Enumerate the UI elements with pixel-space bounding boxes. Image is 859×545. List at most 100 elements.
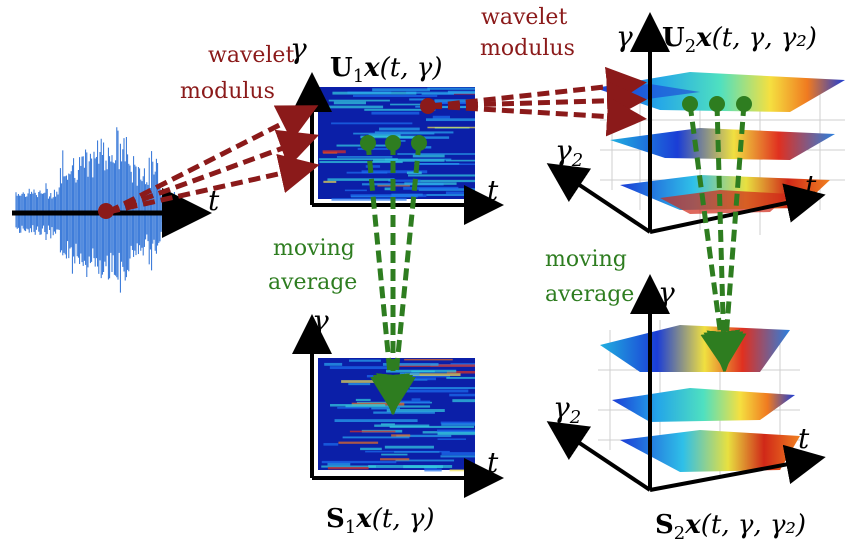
spectrogram-streak <box>432 115 451 119</box>
spectrogram-streak <box>342 436 410 439</box>
spectrogram-streak <box>391 395 400 397</box>
spectrogram-streak <box>440 455 475 458</box>
spectrogram-streak <box>331 198 407 201</box>
spectrogram-streak <box>371 407 401 410</box>
spectrogram-streak <box>426 193 475 197</box>
spectrogram-streak <box>349 430 396 433</box>
spectrogram-streak <box>434 99 475 102</box>
spectrogram-streak <box>425 118 475 122</box>
spectrogram-streak <box>424 468 442 472</box>
spectrogram-streak <box>336 156 393 158</box>
spectrogram-streak <box>350 194 427 197</box>
u2-avg-dot-1 <box>682 96 698 112</box>
spectrogram-streak <box>384 187 394 191</box>
u1-source-dot <box>420 98 436 114</box>
u1-avg-dot-2 <box>385 135 401 151</box>
spectrogram-streak <box>403 465 443 469</box>
spectrogram-streak <box>390 389 469 393</box>
s2-layer-middle <box>612 388 795 422</box>
spectrogram-streak <box>441 452 475 455</box>
spectrogram-streak <box>368 134 401 138</box>
u2-layer-top <box>595 72 845 112</box>
u2-avg-dot-3 <box>736 96 752 112</box>
s2-gamma-label: γ <box>658 276 675 309</box>
moving-label-2: moving <box>545 247 627 272</box>
s1-t-label: t <box>487 446 499 479</box>
spectrogram-streak <box>389 425 475 428</box>
spectrogram-streak <box>337 406 370 409</box>
spectrogram-streak <box>374 131 454 134</box>
spectrogram-streak <box>427 87 475 90</box>
spectrogram-streak <box>422 431 475 434</box>
spectrogram-streak <box>341 380 387 383</box>
spectrogram-streak <box>412 154 445 158</box>
spectrogram-streak <box>323 180 337 183</box>
u1-avg-dot-3 <box>411 135 427 151</box>
spectrogram-streak <box>382 363 439 366</box>
spectrogram-streak <box>338 441 379 444</box>
spectrogram-streak <box>396 140 406 142</box>
spectrogram-streak <box>380 458 410 461</box>
spectrogram-streak <box>327 462 351 466</box>
spectrogram-streak <box>360 447 382 451</box>
spectrogram-streak <box>364 108 436 111</box>
spectrogram-streak <box>395 459 455 462</box>
spectrogram-streak <box>427 126 475 129</box>
spectrogram-streak <box>446 370 475 374</box>
spectrogram-streak <box>321 460 397 464</box>
u2-avg-dot-2 <box>709 96 725 112</box>
average-label-1: average <box>268 270 357 295</box>
u2-gamma2-label: γ2 <box>555 134 583 171</box>
spectrogram-streak <box>333 101 366 105</box>
s2-t-label: t <box>798 422 810 455</box>
spectrogram-streak <box>372 88 430 92</box>
u1-gamma-label: γ <box>290 32 307 65</box>
spectrogram-streak <box>421 93 454 95</box>
s1-formula: S1x(t, γ) <box>326 504 435 538</box>
spectrogram-streak <box>344 189 367 192</box>
spectrogram-streak <box>352 94 438 97</box>
spectrogram-streak <box>349 359 381 362</box>
spectrogram-streak <box>327 178 395 181</box>
u2-gamma2-axis <box>546 163 652 234</box>
spectrogram-streak <box>319 161 403 164</box>
signal-source-dot <box>98 203 114 219</box>
spectrogram-streak <box>406 171 422 175</box>
spectrogram-streak <box>423 101 469 104</box>
spectrogram-streak <box>449 469 475 472</box>
u2-formula: U2x(t, γ, γ₂) <box>662 23 817 57</box>
spectrogram-streak <box>440 421 475 424</box>
moving-label-1: moving <box>273 236 355 261</box>
spectrogram-streak <box>318 158 398 161</box>
spectrogram-streak <box>322 150 346 154</box>
spectrogram-streak <box>441 423 475 426</box>
average-label-2: average <box>545 282 634 307</box>
spectrogram-streak <box>408 174 475 177</box>
spectrogram-streak <box>397 153 475 155</box>
spectrogram-streak <box>329 366 389 370</box>
spectrogram-streak <box>373 411 435 414</box>
spectrogram-streak <box>412 377 436 381</box>
spectrogram-streak <box>437 429 475 433</box>
spectrogram-streak <box>449 393 475 397</box>
spectrogram-streak <box>415 105 475 108</box>
spectrogram-streak <box>347 91 392 94</box>
spectrogram-streak <box>403 186 459 190</box>
spectrogram-streak <box>328 99 390 102</box>
spectrogram-streak <box>388 179 421 182</box>
spectrogram-streak <box>445 191 475 195</box>
spectrogram-streak <box>417 179 475 183</box>
wavelet-arrows-2 <box>429 66 647 137</box>
average-arrows-1 <box>365 142 422 415</box>
s2-layer-top <box>600 325 790 372</box>
spectrogram-streak <box>365 450 450 453</box>
spectrogram-streak <box>446 376 475 379</box>
spectrogram-streak <box>365 165 381 168</box>
spectrogram-streak <box>390 103 421 106</box>
modulus-label-2: modulus <box>480 36 575 61</box>
modulus-label-1: modulus <box>180 79 275 104</box>
spectrogram-streak <box>384 445 434 449</box>
u2-t-axis <box>649 183 826 234</box>
wavelet-label-1: wavelet <box>208 43 294 68</box>
